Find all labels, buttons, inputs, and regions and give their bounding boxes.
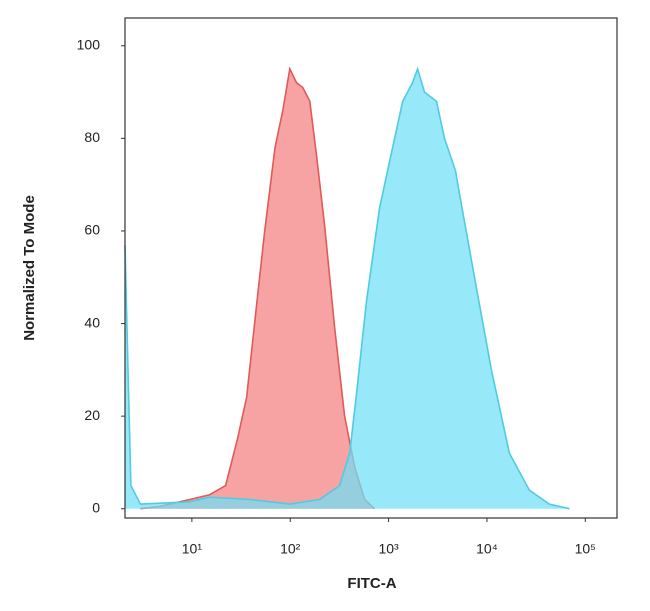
x-tick-label: 10² xyxy=(280,541,301,557)
y-tick-label: 40 xyxy=(84,314,100,330)
y-tick-label: 100 xyxy=(77,36,101,52)
y-tick-label: 80 xyxy=(84,129,100,145)
x-axis-title: FITC-A xyxy=(347,575,396,592)
x-tick-label: 10⁴ xyxy=(476,541,498,557)
series-line xyxy=(140,66,376,510)
y-tick-label: 20 xyxy=(84,407,100,423)
x-tick-label: 10¹ xyxy=(182,541,203,557)
series-line xyxy=(124,66,570,510)
y-axis-title: Normalized To Mode xyxy=(21,195,38,341)
x-tick-label: 10⁵ xyxy=(575,541,596,557)
x-tick-label: 10³ xyxy=(378,541,399,557)
y-tick-label: 60 xyxy=(84,222,100,238)
plot-frame xyxy=(124,17,618,519)
y-tick-label: 0 xyxy=(92,499,100,515)
area-fill xyxy=(125,68,570,509)
area-fill xyxy=(140,68,375,509)
